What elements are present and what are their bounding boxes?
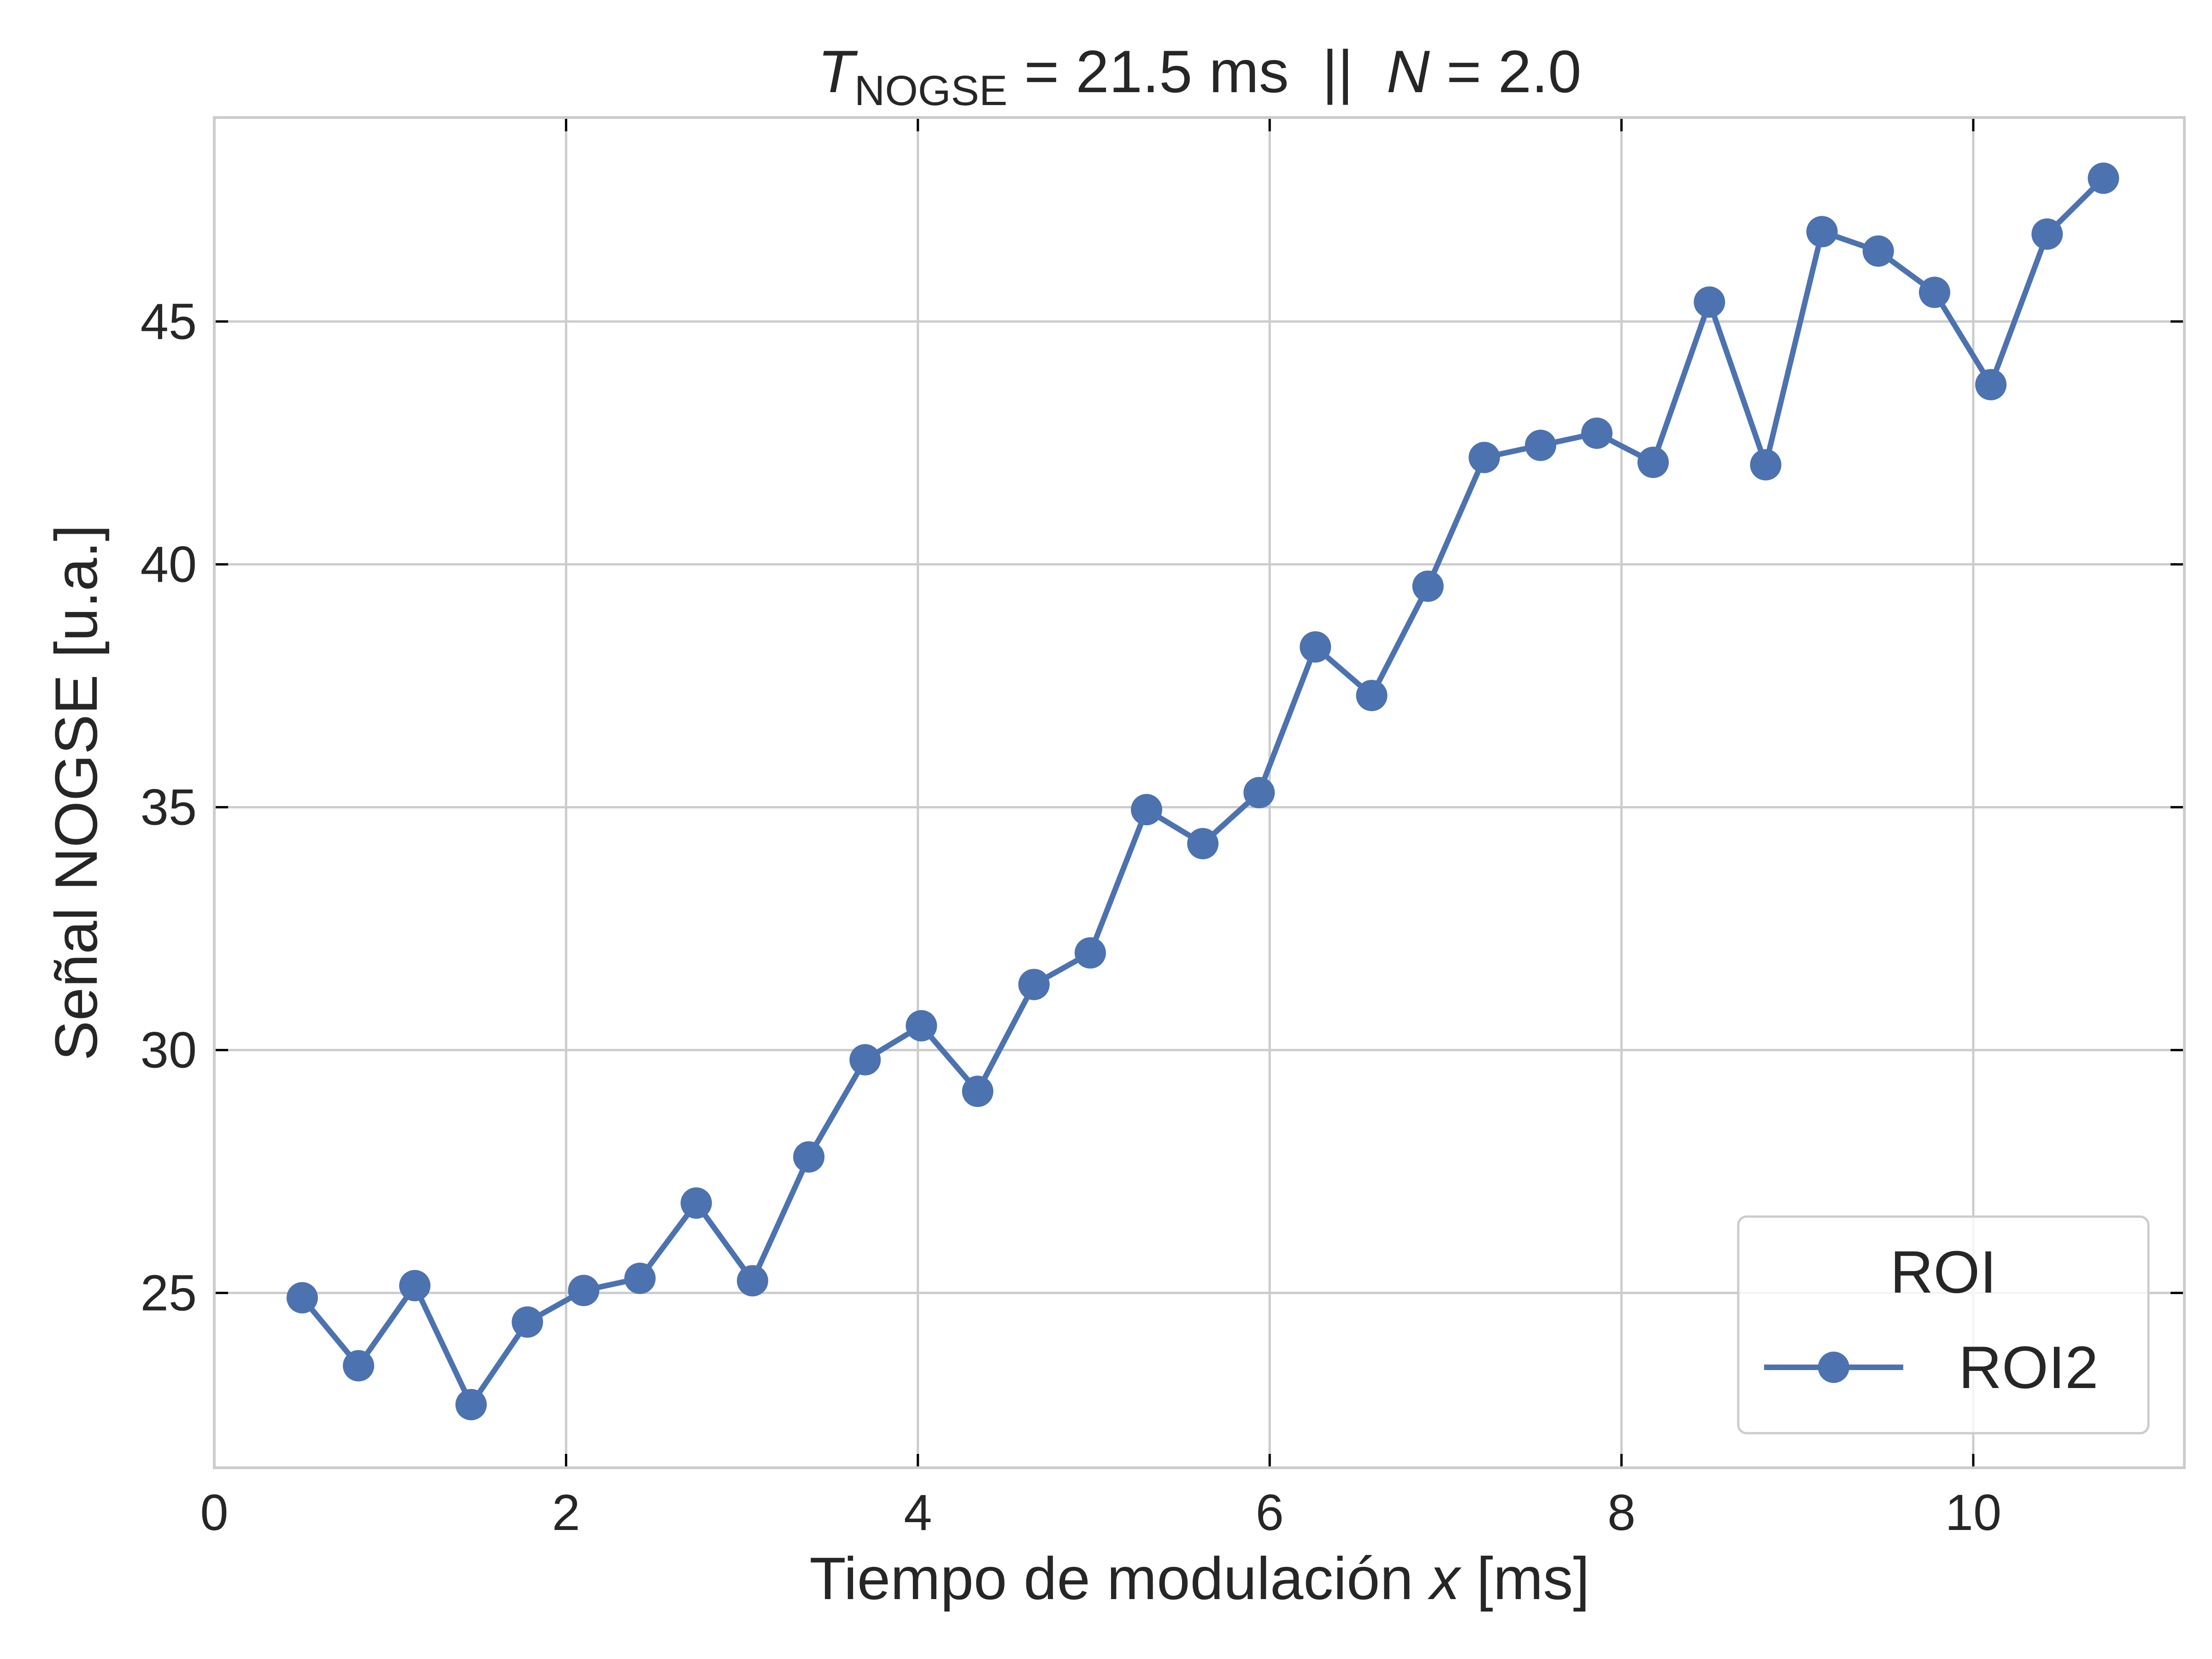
y-tick-label: 30 (141, 1022, 197, 1079)
y-tick-label: 25 (141, 1265, 197, 1322)
data-point (342, 1350, 374, 1382)
data-point (1637, 447, 1669, 478)
data-point (1074, 937, 1106, 969)
legend-marker-swatch (1818, 1352, 1849, 1383)
data-point (1300, 631, 1331, 663)
x-tick-label: 2 (552, 1484, 580, 1541)
data-point (1862, 235, 1894, 267)
data-point (1524, 429, 1556, 461)
data-point (286, 1282, 318, 1314)
x-tick-label: 10 (1945, 1484, 2001, 1541)
legend-title: ROI (1890, 1238, 1996, 1306)
x-tick-label: 6 (1256, 1484, 1284, 1541)
data-point (1356, 680, 1388, 712)
data-point (1187, 828, 1219, 859)
data-point (1412, 571, 1444, 602)
data-point (1243, 777, 1275, 808)
x-tick-label: 4 (904, 1484, 932, 1541)
data-point (2031, 218, 2063, 250)
x-tick-label: 0 (200, 1484, 228, 1541)
data-point (1694, 286, 1725, 318)
data-point (1018, 969, 1050, 1000)
data-point (1806, 216, 1838, 247)
data-point (736, 1265, 768, 1297)
chart-title: TNOGSE = 21.5 ms || N = 2.0 (818, 38, 1581, 114)
plot-area: 0 2 4 6 8 10 25 30 35 40 45 (141, 118, 2184, 1541)
data-point (849, 1044, 881, 1076)
data-point (2088, 162, 2119, 194)
data-point (962, 1076, 994, 1107)
x-tick-label: 8 (1607, 1484, 1635, 1541)
legend: ROI ROI2 (1737, 1215, 2150, 1435)
data-point (399, 1270, 431, 1301)
data-point (512, 1306, 543, 1338)
data-point (1468, 441, 1500, 473)
data-point (455, 1388, 487, 1420)
y-axis-label: Señal NOGSE [u.a.] (42, 524, 110, 1060)
data-point (793, 1141, 825, 1173)
legend-entry-label: ROI2 (1959, 1334, 2098, 1401)
plot-frame (213, 116, 2186, 1469)
data-point (1750, 449, 1782, 481)
data-point (680, 1187, 712, 1219)
data-point (1918, 276, 1950, 308)
y-tick-label: 35 (141, 779, 197, 836)
data-point (1130, 794, 1162, 825)
data-point (906, 1010, 937, 1041)
data-point (624, 1262, 656, 1294)
y-tick-label: 45 (141, 294, 197, 350)
y-tick-label: 40 (141, 536, 197, 593)
data-point (568, 1275, 600, 1306)
data-point (1581, 418, 1613, 449)
data-point (1975, 369, 2007, 400)
x-axis-label: Tiempo de modulación x [ms] (809, 1545, 1589, 1612)
